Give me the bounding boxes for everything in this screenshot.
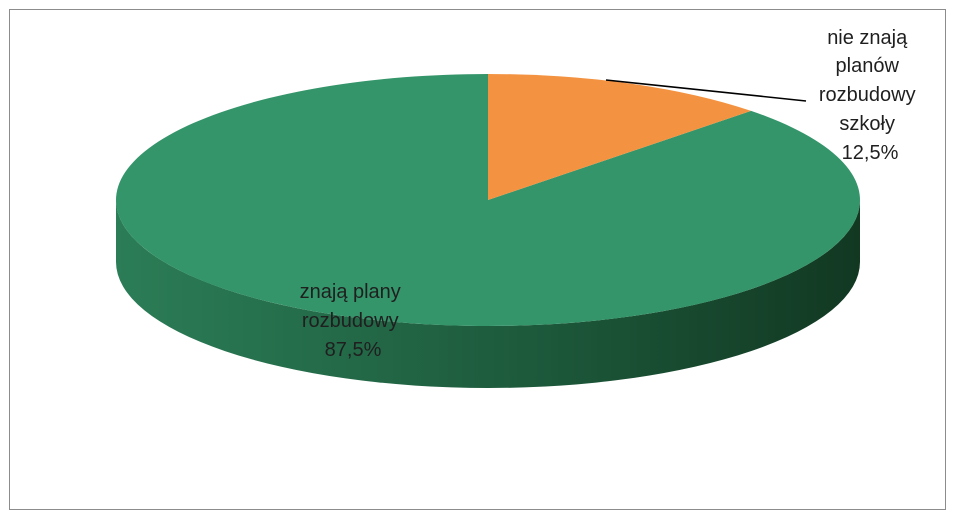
- pie-side-wall: [116, 200, 860, 388]
- value-label: 12,5%: [842, 142, 899, 164]
- data-label-znaja-plany: znają plany rozbudowy 87,5%: [300, 281, 407, 361]
- label-line: znają plany: [300, 281, 401, 303]
- label-line: rozbudowy: [819, 84, 916, 106]
- data-label-nie-znaja: nie znają planów rozbudowy szkoły 12,5%: [819, 27, 921, 164]
- label-line: szkoły: [839, 113, 895, 135]
- label-line: planów: [836, 55, 900, 77]
- leader-line: [605, 79, 807, 102]
- label-line: nie znają: [827, 27, 908, 49]
- slice-nie-znaja: [488, 74, 752, 200]
- slice-znaja-plany: [115, 74, 861, 327]
- label-line: rozbudowy: [302, 310, 399, 332]
- value-label: 87,5%: [325, 339, 382, 361]
